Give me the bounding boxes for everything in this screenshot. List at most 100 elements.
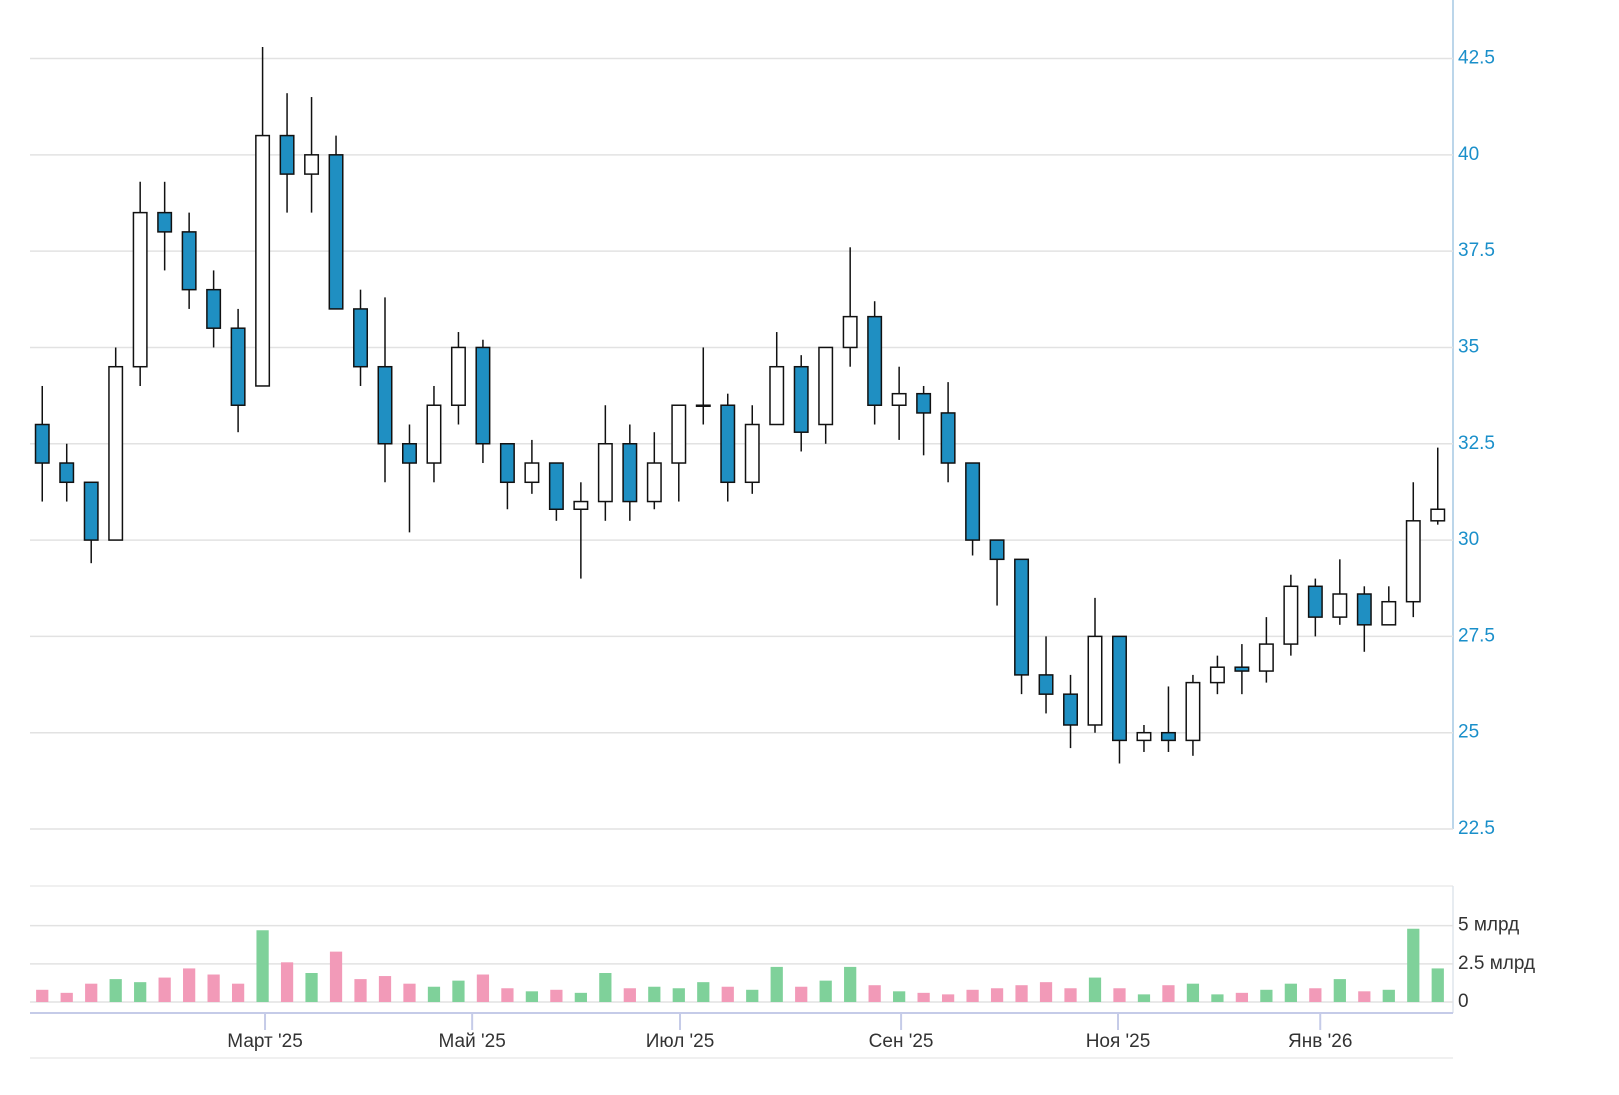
volume-bar <box>917 992 930 1002</box>
candle-body <box>720 404 736 484</box>
volume-bar <box>721 986 734 1002</box>
candle-body <box>769 365 785 426</box>
candle-body <box>1209 666 1225 684</box>
y-tick-label: 30 <box>1458 529 1479 550</box>
candle-body <box>793 365 809 433</box>
volume-bar <box>1284 983 1297 1002</box>
volume-bar <box>1039 982 1053 1002</box>
candle-body <box>867 315 883 406</box>
volume-bar <box>1260 989 1273 1002</box>
candle-body <box>450 346 466 406</box>
candle-body <box>1332 593 1348 618</box>
volume-bar <box>452 980 465 1002</box>
y-tick-label: 27.5 <box>1458 625 1495 646</box>
y-tick-label: 5 млрд <box>1458 915 1519 936</box>
volume-bar <box>819 980 832 1002</box>
candle-body <box>1038 674 1054 695</box>
candle-body <box>891 392 907 406</box>
volume-bar <box>599 973 612 1002</box>
volume-bar <box>868 985 881 1002</box>
volume-bar <box>1162 985 1175 1002</box>
candle-body <box>1283 585 1299 645</box>
volume-bar <box>1382 989 1395 1002</box>
x-tick-label: Янв '26 <box>1288 1031 1352 1052</box>
candle-body <box>279 134 295 175</box>
volume-bar <box>672 988 685 1002</box>
volume-bar <box>109 979 122 1002</box>
candle-body <box>1063 693 1078 726</box>
candle-body <box>1087 635 1103 726</box>
candle-body <box>1234 666 1250 672</box>
candle-body <box>695 404 711 407</box>
candle-body <box>402 443 417 464</box>
y-tick-label: 37.5 <box>1458 240 1495 261</box>
volume-bar <box>476 974 490 1002</box>
x-tick-label: Июл '25 <box>646 1031 715 1052</box>
volume-bar <box>134 982 147 1002</box>
candle-body <box>34 423 50 464</box>
volume-bar <box>697 982 710 1002</box>
candle-body <box>1307 585 1323 618</box>
candle-body <box>916 392 932 414</box>
candle-body <box>181 231 197 291</box>
y-tick-label: 35 <box>1458 336 1479 357</box>
volume-bar <box>550 989 563 1002</box>
candle-body <box>548 462 564 511</box>
candle-body <box>646 462 662 503</box>
candle-body <box>1160 731 1176 742</box>
y-tick-label: 22.5 <box>1458 818 1495 839</box>
volume-bar <box>60 992 73 1002</box>
volume-bar <box>1211 994 1224 1002</box>
candle-body <box>940 412 956 464</box>
candle-body <box>475 346 491 445</box>
volume-bar <box>1407 928 1420 1002</box>
candle-body <box>842 315 858 349</box>
candle-body <box>230 327 246 406</box>
candle-body <box>989 539 1005 561</box>
volume-bar <box>648 986 661 1002</box>
candle-body <box>59 462 75 484</box>
candle-body <box>573 500 589 511</box>
candle-body <box>1356 593 1372 626</box>
x-tick-label: Май '25 <box>439 1031 506 1052</box>
volume-bar <box>1235 992 1249 1002</box>
volume-bar <box>990 988 1004 1002</box>
volume-bar <box>1431 968 1444 1002</box>
volume-bar <box>770 966 783 1002</box>
candle-body <box>426 404 442 464</box>
volume-bar <box>1064 988 1077 1002</box>
volume-bar <box>1137 994 1151 1002</box>
candle-body <box>132 211 148 368</box>
candle-body <box>353 308 369 368</box>
volume-bar <box>329 951 343 1002</box>
volume-bar <box>941 994 955 1002</box>
candle-body <box>744 423 760 484</box>
x-tick-label: Сен '25 <box>869 1031 934 1052</box>
volume-bar <box>525 991 539 1002</box>
volume-bar <box>1186 983 1200 1002</box>
candle-body <box>1136 731 1152 742</box>
volume-bar <box>256 930 269 1002</box>
volume-bar <box>183 968 196 1002</box>
y-tick-label: 40 <box>1458 144 1479 165</box>
candle-body <box>818 346 834 426</box>
volume-bar <box>746 989 759 1002</box>
volume-bar <box>158 977 171 1002</box>
candle-body <box>622 443 638 503</box>
volume-bar <box>623 988 636 1002</box>
volume-bar <box>305 973 318 1002</box>
candle-body <box>1430 508 1446 522</box>
volume-bar <box>1309 988 1322 1002</box>
volume-bar <box>231 983 245 1002</box>
x-tick-label: Март '25 <box>227 1031 303 1052</box>
candle-body <box>328 154 344 310</box>
candle-body <box>1405 520 1421 603</box>
volume-bar <box>574 992 587 1002</box>
volume-bar <box>1088 977 1102 1002</box>
y-tick-label: 25 <box>1458 722 1479 743</box>
volume-bar <box>1333 979 1346 1002</box>
candle-body <box>597 443 613 503</box>
candle-body <box>1185 681 1201 742</box>
y-tick-label: 0 <box>1458 991 1469 1012</box>
